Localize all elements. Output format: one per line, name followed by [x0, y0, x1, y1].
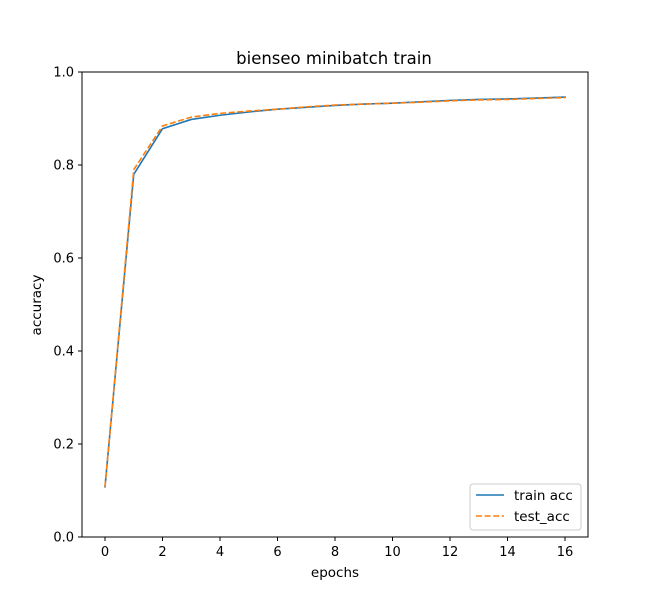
x-tick-label: 16 — [557, 545, 574, 560]
x-tick-label: 2 — [158, 545, 166, 560]
y-tick-label: 0.2 — [53, 438, 74, 453]
y-tick-label: 0.6 — [53, 252, 74, 267]
y-axis-label: accuracy — [29, 275, 45, 336]
y-tick-label: 0.0 — [53, 531, 74, 546]
legend: train acc test_acc — [469, 483, 582, 531]
x-tick-label: 8 — [331, 545, 339, 560]
plot-frame — [81, 71, 589, 538]
x-tick-label: 4 — [216, 545, 224, 560]
x-axis-label: epochs — [311, 565, 359, 581]
chart-title: bienseo minibatch train — [236, 49, 432, 68]
x-tick-label: 14 — [499, 545, 516, 560]
legend-label: train acc — [514, 488, 573, 504]
y-tick-label: 0.8 — [53, 159, 74, 174]
x-tick-label: 10 — [384, 545, 401, 560]
x-axis-ticks: 0 2 4 6 8 10 12 14 16 — [101, 537, 573, 560]
y-axis-ticks: 0.0 0.2 0.4 0.6 0.8 1.0 — [53, 66, 82, 546]
series-layer — [104, 96, 566, 488]
x-tick-label: 0 — [101, 545, 109, 560]
legend-label: test_acc — [514, 509, 570, 525]
x-tick-label: 12 — [442, 545, 459, 560]
series-line-test-acc — [104, 96, 566, 487]
x-tick-label: 6 — [273, 545, 281, 560]
y-tick-label: 1.0 — [53, 66, 74, 81]
y-tick-label: 0.4 — [53, 345, 74, 360]
